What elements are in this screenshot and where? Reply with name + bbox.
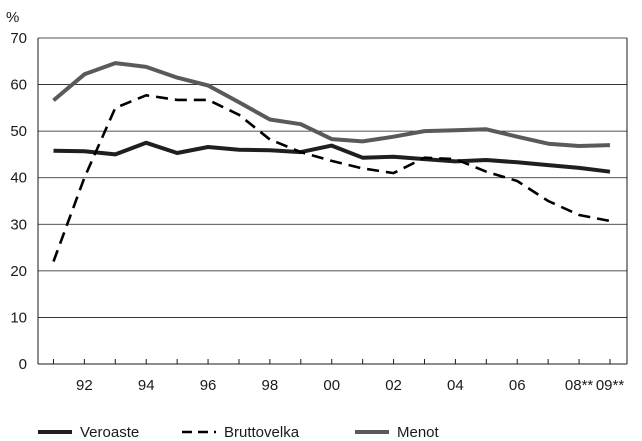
x-tick-label: 09** (596, 377, 625, 394)
x-tick-label: 94 (138, 377, 155, 394)
y-tick-label: 50 (10, 123, 27, 140)
x-tick-label: 02 (385, 377, 402, 394)
x-tick-label: 04 (447, 377, 464, 394)
y-tick-labels: 0 10 20 30 40 50 60 70 (10, 30, 27, 373)
y-axis-unit-label: % (6, 9, 19, 26)
y-tick-label: 70 (10, 30, 27, 47)
x-tick-label: 00 (323, 377, 340, 394)
legend: Veroaste Bruttovelka Menot (38, 424, 440, 441)
axes (37, 38, 628, 365)
x-tick-label: 96 (200, 377, 217, 394)
x-tick-label: 92 (76, 377, 93, 394)
y-tick-label: 60 (10, 77, 27, 94)
series-line-menot (52, 61, 611, 148)
y-tick-label: 0 (19, 356, 27, 373)
legend-label-veroaste: Veroaste (80, 424, 139, 441)
series-line-veroaste (53, 140, 611, 174)
y-tick-label: 40 (10, 170, 27, 187)
series-line-bruttovelka (52, 94, 611, 262)
y-tick-label: 10 (10, 309, 27, 326)
x-tick-label: 98 (262, 377, 279, 394)
y-tick-label: 30 (10, 216, 27, 233)
legend-label-bruttovelka: Bruttovelka (224, 424, 300, 441)
y-tick-label: 20 (10, 263, 27, 280)
x-tick-labels: 92 94 96 98 00 02 04 06 08** 09** (76, 377, 624, 394)
x-tick-label: 06 (509, 377, 526, 394)
x-tick-label: 08** (565, 377, 594, 394)
gridlines (38, 37, 627, 318)
legend-label-menot: Menot (397, 424, 440, 441)
series-lines (52, 61, 611, 262)
